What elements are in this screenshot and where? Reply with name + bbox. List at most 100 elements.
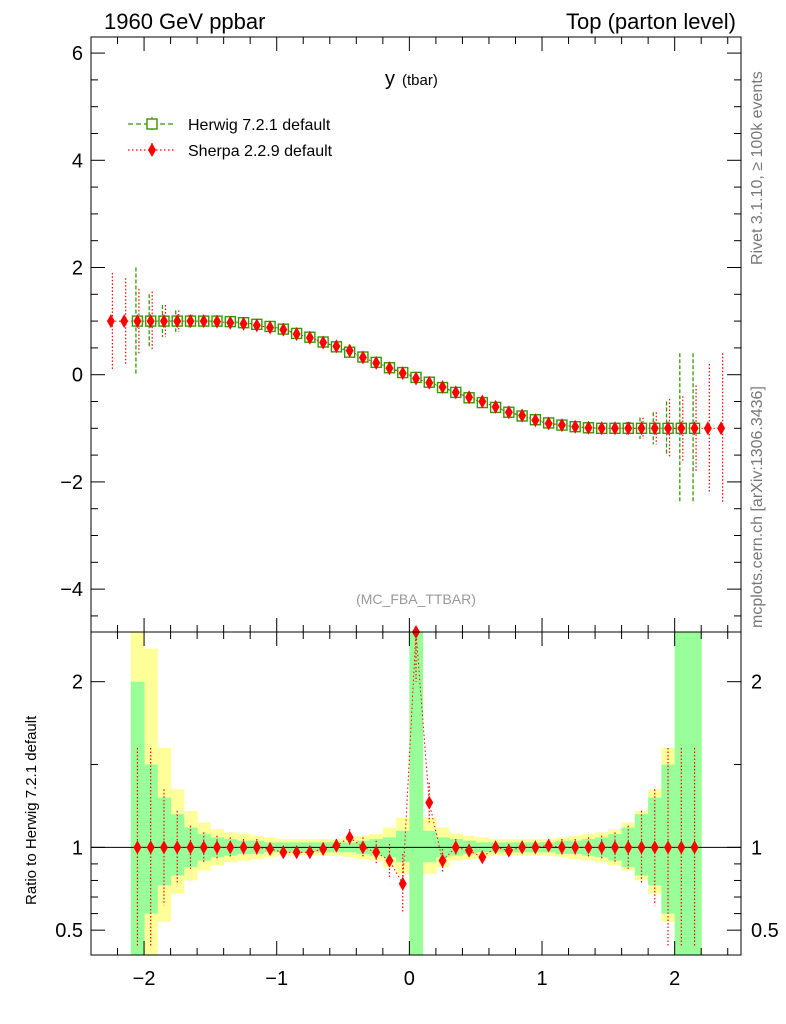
- ratio-data-point: [518, 840, 527, 855]
- ratio-xtick-label: 1: [536, 968, 547, 990]
- sherpa-data-point: [279, 322, 288, 337]
- ratio-data-point: [597, 840, 606, 855]
- ratio-data-point: [544, 838, 553, 853]
- ratio-inner-band-bin: [422, 830, 437, 863]
- ratio-data-point: [279, 845, 288, 860]
- main-ytick-label: −4: [60, 579, 83, 601]
- ratio-data-point: [451, 840, 460, 855]
- sherpa-data-point: [133, 314, 142, 329]
- ratio-xtick-label: 2: [669, 968, 680, 990]
- ratio-ytick-label-right: 1: [751, 837, 762, 859]
- ratio-plot-frame: [90, 631, 742, 956]
- ratio-data-point: [690, 840, 699, 855]
- header-right-label: Top (parton level): [566, 9, 736, 34]
- sherpa-data-point: [717, 421, 726, 436]
- ratio-data-point: [372, 845, 381, 860]
- ratio-data-point: [637, 840, 646, 855]
- ratio-data-point: [226, 840, 235, 855]
- ratio-ytick-label-right: 0.5: [751, 920, 779, 942]
- sherpa-data-point: [597, 421, 606, 436]
- mcplots-side-label: mcplots.cern.ch [arXiv:1306.3436]: [749, 386, 766, 628]
- sherpa-data-point: [385, 361, 394, 376]
- ratio-data-point: [650, 840, 659, 855]
- legend: Herwig 7.2.1 default Sherpa 2.2.9 defaul…: [128, 117, 333, 160]
- ratio-data-layer: [91, 625, 741, 955]
- sherpa-data-point: [438, 380, 447, 395]
- sherpa-data-point: [571, 419, 580, 434]
- sherpa-data-point: [332, 339, 341, 354]
- sherpa-data-point: [199, 314, 208, 329]
- sherpa-data-point: [624, 421, 633, 436]
- sherpa-data-point: [491, 399, 500, 414]
- sherpa-data-point: [173, 314, 182, 329]
- ratio-data-point: [133, 840, 142, 855]
- ratio-data-point: [398, 876, 407, 891]
- ratio-data-point: [252, 840, 261, 855]
- ratio-data-point: [557, 840, 566, 855]
- ratio-data-point: [358, 840, 367, 855]
- ratio-data-point: [266, 841, 275, 856]
- sherpa-data-point: [226, 315, 235, 330]
- legend-sherpa-label: Sherpa 2.2.9 default: [188, 143, 333, 160]
- main-plot-panel: −4 −2 0 2 4 6 y (tbar) (MC_FBA_TTBAR) Herwig …: [60, 36, 742, 633]
- ratio-data-point: [332, 838, 341, 853]
- main-ytick-label: 4: [72, 150, 83, 172]
- rivet-side-label: Rivet 3.1.10, ≥ 100k events: [749, 71, 766, 265]
- main-data-layer: [106, 267, 726, 504]
- sherpa-data-point: [292, 326, 301, 341]
- ratio-data-point: [664, 840, 673, 855]
- ratio-data-point: [292, 845, 301, 860]
- ratio-data-point: [438, 853, 447, 868]
- legend-sherpa-marker: [148, 143, 156, 157]
- sherpa-data-point: [398, 366, 407, 381]
- ratio-data-point: [173, 840, 182, 855]
- main-axes: −4 −2 0 2 4 6: [60, 37, 741, 632]
- sherpa-data-point: [106, 314, 115, 329]
- sherpa-data-point: [345, 343, 354, 358]
- sherpa-data-point: [703, 421, 712, 436]
- ratio-xtick-label: −1: [265, 968, 288, 990]
- ratio-data-point: [465, 843, 474, 858]
- ratio-data-point: [425, 795, 434, 810]
- sherpa-data-point: [544, 416, 553, 431]
- sherpa-data-point: [358, 350, 367, 365]
- sherpa-data-point: [610, 421, 619, 436]
- ratio-data-point: [345, 830, 354, 845]
- sherpa-data-point: [531, 413, 540, 428]
- ratio-ytick-label-left: 1: [72, 837, 83, 859]
- ratio-data-point: [305, 845, 314, 860]
- sherpa-data-point: [584, 420, 593, 435]
- ratio-xtick-label: 0: [404, 968, 415, 990]
- ratio-data-point: [504, 843, 513, 858]
- ratio-data-point: [531, 840, 540, 855]
- legend-entry-herwig: Herwig 7.2.1 default: [128, 117, 331, 134]
- sherpa-data-point: [186, 314, 195, 329]
- plot-title-main: y: [385, 68, 395, 90]
- legend-herwig-marker: [146, 118, 158, 130]
- ratio-data-point: [146, 840, 155, 855]
- ratio-data-point: [677, 840, 686, 855]
- sherpa-data-point: [650, 421, 659, 436]
- sherpa-data-point: [451, 385, 460, 400]
- main-ytick-label: 0: [72, 365, 83, 387]
- ratio-ytick-label-right: 2: [751, 672, 762, 694]
- sherpa-data-point: [305, 330, 314, 345]
- sherpa-data-point: [239, 316, 248, 331]
- sherpa-data-point: [504, 405, 513, 420]
- sherpa-data-point: [557, 418, 566, 433]
- ratio-data-point: [385, 853, 394, 868]
- ratio-inner-band-bin: [409, 632, 424, 955]
- sherpa-data-point: [664, 421, 673, 436]
- ratio-data-point: [571, 840, 580, 855]
- ratio-data-point: [239, 840, 248, 855]
- sherpa-data-point: [465, 390, 474, 405]
- ratio-ytick-label-left: 2: [72, 672, 83, 694]
- ratio-data-point: [491, 840, 500, 855]
- ratio-data-point: [159, 840, 168, 855]
- sherpa-data-point: [252, 318, 261, 333]
- sherpa-data-point: [637, 421, 646, 436]
- ratio-y-axis-label: Ratio to Herwig 7.2.1 default: [23, 715, 40, 905]
- ratio-data-point: [186, 840, 195, 855]
- sherpa-data-point: [120, 314, 129, 329]
